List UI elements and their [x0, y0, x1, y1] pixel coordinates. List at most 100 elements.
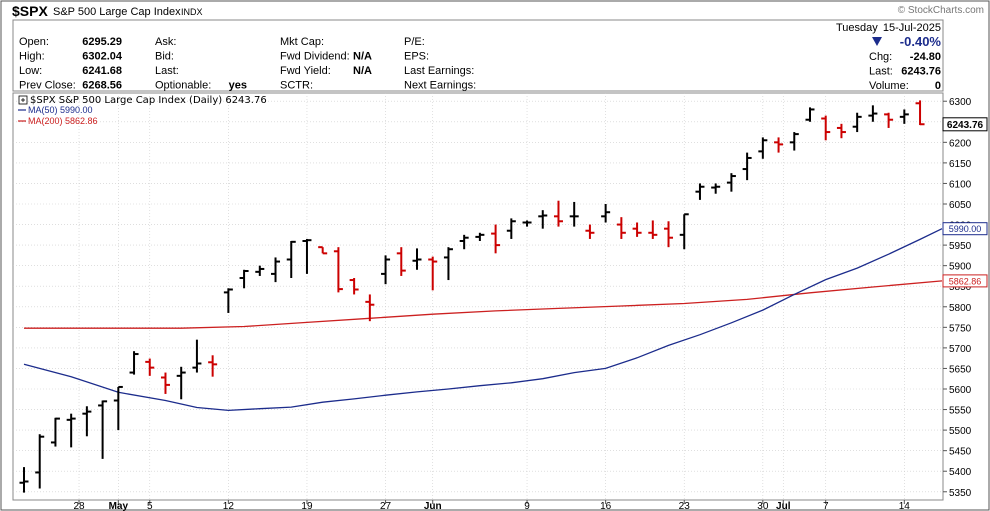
- ohlc-bar: [428, 256, 438, 291]
- ohlc-bar: [506, 218, 516, 239]
- y-tick-label: 5850: [949, 282, 972, 293]
- legend-ma200: MA(200) 5862.86: [28, 116, 98, 126]
- y-tick-label: 5550: [949, 406, 972, 417]
- y-tick-label: 6300: [949, 97, 972, 108]
- x-tick-label: 16: [600, 501, 612, 511]
- ohlc-bar: [553, 200, 563, 227]
- y-tick-label: 5950: [949, 241, 972, 252]
- ohlc-bar: [664, 221, 674, 248]
- last-price-tag-box: [942, 117, 988, 132]
- ohlc-bar: [868, 105, 878, 122]
- ohlc-bar: [459, 234, 469, 250]
- value-tags: 6243.76 5990.00 5862.86: [942, 117, 988, 288]
- ohlc-bar: [82, 406, 92, 437]
- ohlc-bar: [349, 278, 359, 295]
- ohlc-bar: [616, 217, 626, 239]
- ma50-tag: 5990.00: [949, 224, 982, 234]
- ohlc-bar: [538, 210, 548, 229]
- ohlc-bar: [884, 112, 894, 128]
- ohlc-bar: [35, 434, 45, 489]
- quote-value: 6243.76: [901, 66, 941, 78]
- ohlc-bar: [789, 132, 799, 151]
- ohlc-bar: [160, 372, 170, 394]
- quote-label: Chg:: [869, 51, 892, 63]
- quote-day: Tuesday: [836, 22, 878, 34]
- ohlc-bar: [569, 201, 579, 227]
- quote-date: 15-Jul-2025: [883, 22, 941, 34]
- x-tick-label: 30: [757, 501, 769, 511]
- ma200-tag: 5862.86: [949, 276, 982, 286]
- quote-box: [12, 19, 944, 92]
- quote-value: 6295.29: [82, 36, 122, 48]
- ohlc-bar: [145, 358, 155, 376]
- y-tick-label: 6100: [949, 179, 972, 190]
- quote-label: High:: [19, 51, 45, 63]
- security-name: S&P 500 Large Cap Index: [53, 6, 181, 18]
- quote-value: N/A: [353, 65, 372, 77]
- y-tick-label: 5450: [949, 447, 972, 458]
- ohlc-bar: [176, 366, 186, 400]
- ma200-line: [24, 280, 943, 329]
- x-tick-label: 28: [73, 501, 85, 511]
- y-tick-label: 5500: [949, 426, 972, 437]
- y-tick-label: 5900: [949, 262, 972, 273]
- ohlc-bar: [443, 247, 453, 281]
- quote-value: yes: [229, 80, 247, 92]
- quote-value: -24.80: [910, 51, 941, 63]
- y-tick-label: 6200: [949, 138, 972, 149]
- plot-area: [12, 92, 944, 501]
- x-tick-label: 27: [380, 501, 392, 511]
- ma50-tag-box: [942, 222, 988, 236]
- ohlc-bar: [774, 137, 784, 153]
- y-tick-label: 6050: [949, 200, 972, 211]
- quote-value: 0: [935, 80, 941, 92]
- quote-label: Fwd Dividend:: [280, 51, 350, 63]
- quote-label: Optionable:: [155, 80, 211, 92]
- ohlc-bar: [758, 137, 768, 159]
- quote-label: Next Earnings:: [404, 80, 476, 92]
- y-tick-label: 6150: [949, 159, 972, 170]
- legend-main: $SPX S&P 500 Large Cap Index (Daily) 624…: [30, 95, 267, 106]
- symbol-title: $SPX: [12, 3, 48, 19]
- ohlc-bar: [192, 339, 202, 373]
- ohlc-bar: [648, 220, 658, 239]
- ohlc-bar: [396, 247, 406, 276]
- ma50-series: [23, 228, 943, 412]
- quote-value: 6241.68: [82, 65, 122, 77]
- ohlc-bar: [711, 183, 721, 194]
- ohlc-bar: [632, 222, 642, 237]
- ohlc-bars: [19, 100, 925, 493]
- x-tick-label: 19: [301, 501, 313, 511]
- ohlc-bar: [805, 107, 815, 122]
- ohlc-bar: [113, 385, 123, 431]
- grid: [13, 93, 943, 500]
- ohlc-bar: [412, 248, 422, 270]
- quote-label: EPS:: [404, 51, 429, 63]
- x-tick-label: 23: [679, 501, 691, 511]
- quote-label: Last:: [869, 66, 893, 78]
- y-tick-label: 5600: [949, 385, 972, 396]
- ohlc-bar: [333, 247, 343, 293]
- quote-label: Low:: [19, 65, 42, 77]
- quote-label: Last Earnings:: [404, 65, 474, 77]
- watermark: © StockCharts.com: [898, 5, 984, 16]
- ohlc-bar: [50, 417, 60, 447]
- x-tick-label: 5: [147, 501, 153, 511]
- ohlc-bar: [585, 224, 595, 239]
- legend: $SPX S&P 500 Large Cap Index (Daily) 624…: [18, 95, 267, 126]
- quote-value: 6302.04: [82, 51, 123, 63]
- ohlc-bar: [852, 112, 862, 133]
- x-tick-label: 14: [899, 501, 911, 511]
- y-tick-label: 5650: [949, 364, 972, 375]
- ohlc-bar: [475, 232, 485, 241]
- quote-value: 6268.56: [82, 80, 122, 92]
- ohlc-bar: [742, 152, 752, 181]
- ohlc-bar: [365, 294, 375, 322]
- quote-label: Ask:: [155, 36, 176, 48]
- y-tick-label: 5800: [949, 303, 972, 314]
- ohlc-bar: [223, 288, 233, 313]
- y-tick-label: 5750: [949, 323, 972, 334]
- x-tick-label: 7: [823, 501, 829, 511]
- ohlc-bar: [98, 400, 108, 459]
- x-tick-label: 9: [524, 501, 530, 511]
